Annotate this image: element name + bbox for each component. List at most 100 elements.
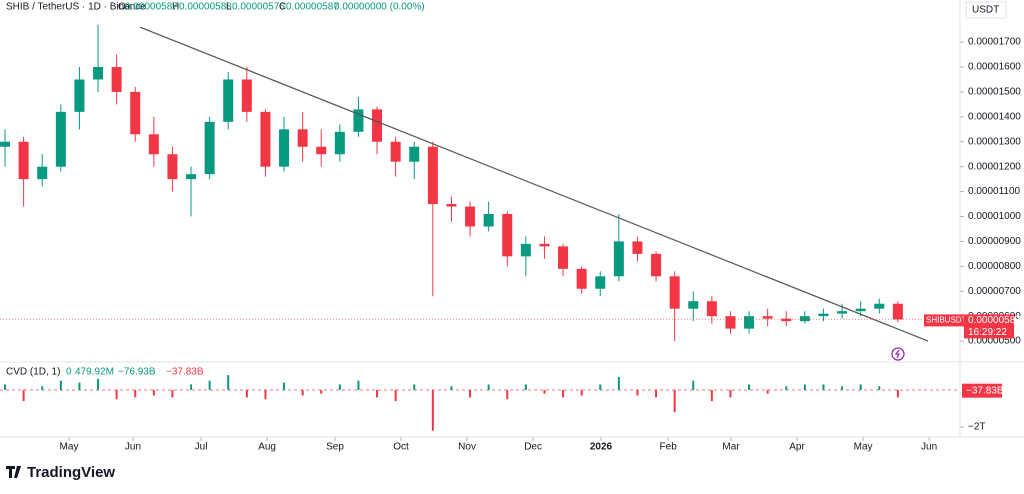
candle-body bbox=[148, 134, 159, 155]
cvd-bar bbox=[22, 389, 25, 402]
candle-body bbox=[799, 316, 810, 322]
cvd-bar bbox=[673, 389, 676, 413]
cvd-bar bbox=[59, 380, 62, 390]
cvd-bar bbox=[357, 380, 360, 390]
x-tick-label: 2026 bbox=[590, 442, 613, 453]
cvd-bar bbox=[97, 378, 100, 390]
cvd-bar bbox=[78, 382, 81, 390]
cvd-bar bbox=[803, 384, 806, 390]
cvd-bar bbox=[171, 389, 174, 398]
cvd-bar bbox=[617, 377, 620, 390]
cvd-bar bbox=[896, 389, 899, 398]
cvd-bar bbox=[785, 386, 788, 390]
x-tick-label: Jun bbox=[125, 442, 141, 453]
candle-body bbox=[186, 174, 197, 180]
candle-body bbox=[427, 146, 438, 205]
candle-body bbox=[558, 246, 569, 269]
cvd-bar bbox=[506, 389, 509, 400]
cvd-stat: 0 bbox=[66, 367, 72, 378]
cvd-bar bbox=[655, 389, 658, 398]
cvd-bar bbox=[227, 375, 230, 390]
cvd-bar bbox=[245, 389, 248, 398]
candle-body bbox=[204, 121, 215, 175]
candle-body bbox=[576, 268, 587, 289]
y-tick-label: 0.00001500 bbox=[968, 87, 1021, 98]
candle-body bbox=[18, 141, 29, 180]
countdown: 16:29:22 bbox=[968, 327, 1007, 338]
cvd-bar bbox=[134, 389, 137, 398]
candle-body bbox=[241, 79, 252, 112]
cvd-bar bbox=[822, 384, 825, 390]
cvd-bar bbox=[431, 389, 434, 431]
cvd-bar bbox=[636, 389, 639, 396]
symbol-badge bbox=[924, 314, 964, 327]
candle-body bbox=[390, 141, 401, 162]
price-label: 0.00000587 bbox=[968, 315, 1021, 326]
y-tick-label: −2T bbox=[968, 422, 986, 433]
x-tick-label: Aug bbox=[258, 442, 276, 453]
candle-body bbox=[595, 276, 606, 289]
cvd-stat: 479.92M bbox=[75, 367, 114, 378]
candle-body bbox=[409, 146, 420, 162]
cvd-bar bbox=[190, 384, 193, 390]
logo-mark bbox=[6, 466, 21, 478]
candle-body bbox=[613, 241, 624, 277]
candle-body bbox=[688, 301, 699, 309]
cvd-bar bbox=[469, 389, 472, 398]
candle-body bbox=[632, 241, 643, 254]
l-value: 0.00000576 bbox=[232, 2, 285, 13]
cvd-bar bbox=[394, 389, 397, 402]
x-tick-label: Apr bbox=[789, 442, 805, 453]
cvd-bar bbox=[208, 380, 211, 390]
candle-body bbox=[669, 276, 680, 309]
candle-body bbox=[334, 131, 345, 155]
candle-body bbox=[744, 316, 755, 329]
y-tick-label: 0.00001700 bbox=[968, 37, 1021, 48]
cvd-bar bbox=[859, 384, 862, 390]
y-tick-label: 0.00000500 bbox=[968, 336, 1021, 347]
candle-body bbox=[706, 301, 717, 317]
cvd-bar bbox=[729, 389, 732, 398]
y-tick-label: 0.00000800 bbox=[968, 261, 1021, 272]
candle-body bbox=[260, 111, 271, 167]
h-value: 0.00000588 bbox=[179, 2, 232, 13]
candle-body bbox=[111, 67, 122, 92]
x-tick-label: May bbox=[854, 442, 873, 453]
o-value: 0.00000587 bbox=[125, 2, 178, 13]
cvd-bar bbox=[543, 389, 546, 394]
y-tick-label: 0.00000700 bbox=[968, 286, 1021, 297]
x-tick-label: Jun bbox=[921, 442, 937, 453]
cvd-bar bbox=[115, 389, 118, 400]
candle-body bbox=[892, 303, 903, 320]
x-tick-label: Oct bbox=[393, 442, 409, 453]
y-tick-label: 0.00001200 bbox=[968, 161, 1021, 172]
symbol-label: SHIBUSDT bbox=[926, 316, 967, 325]
candle-body bbox=[0, 141, 11, 147]
y-tick-label: 0.00001400 bbox=[968, 111, 1021, 122]
candle-body bbox=[130, 91, 141, 135]
candle-body bbox=[855, 308, 866, 312]
c-label: C bbox=[279, 2, 286, 13]
cvd-bar bbox=[41, 386, 44, 390]
alert-icon[interactable] bbox=[891, 347, 905, 361]
candle-body bbox=[372, 109, 383, 142]
x-tick-label: Nov bbox=[458, 442, 476, 453]
ohlc-legend: O 0.00000587 H 0.00000588 L 0.00000576 C… bbox=[118, 2, 425, 13]
cvd-stat: −37.83B bbox=[166, 367, 204, 378]
cvd-badge-label: −37.83B bbox=[966, 385, 1004, 396]
currency-box[interactable] bbox=[965, 1, 1007, 19]
cvd-bar bbox=[524, 384, 527, 390]
cvd-bar bbox=[264, 389, 267, 400]
brand: TradingView bbox=[27, 464, 115, 481]
currency[interactable]: USDT bbox=[972, 5, 999, 16]
cvd-bar bbox=[692, 380, 695, 390]
candle-body bbox=[316, 146, 327, 155]
change: 0.00000000 (0.00%) bbox=[334, 2, 425, 13]
x-tick-label: Dec bbox=[524, 442, 542, 453]
candle-body bbox=[651, 253, 662, 277]
cvd-bar bbox=[152, 389, 155, 396]
candle-body bbox=[37, 166, 48, 180]
candle-body bbox=[353, 109, 364, 132]
candle-body bbox=[539, 243, 550, 247]
candle-body bbox=[93, 67, 104, 80]
